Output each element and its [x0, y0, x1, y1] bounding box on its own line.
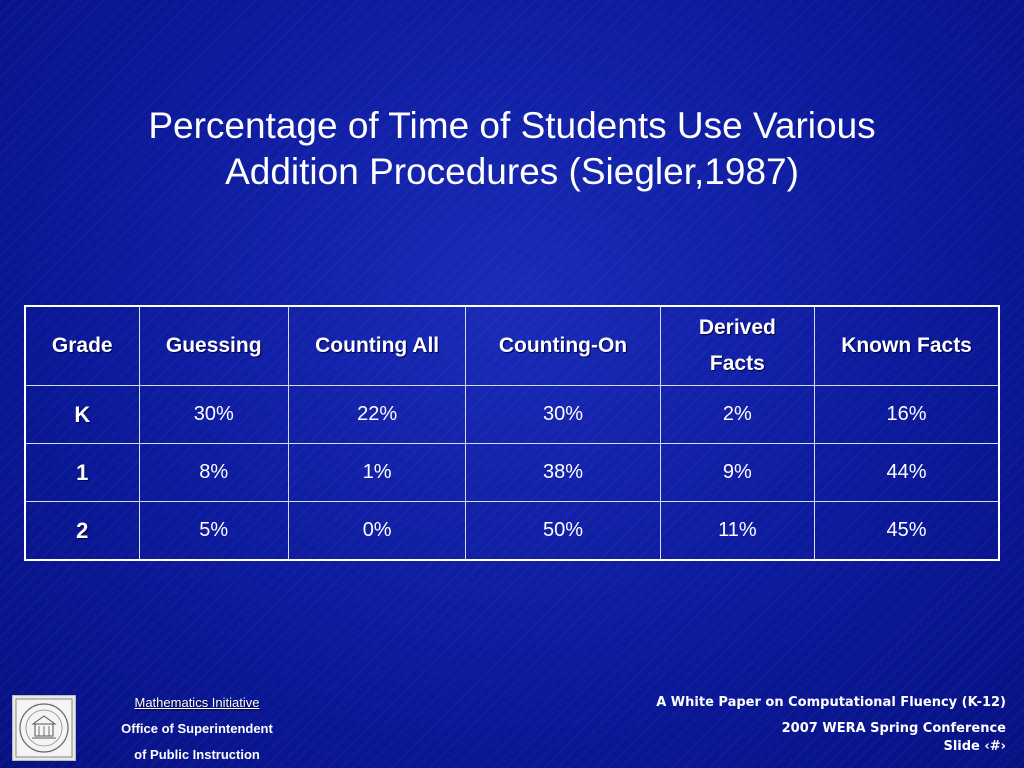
cell-derived-facts: 2%	[659, 385, 816, 444]
grade-cell: 2	[24, 501, 140, 561]
table-row: K 30% 22% 30% 2% 16%	[24, 385, 1000, 444]
footer-instruction: of Public Instruction	[134, 747, 260, 762]
procedures-table: Grade Guessing Counting All Counting-On …	[24, 305, 1000, 561]
header-guessing: Guessing	[138, 305, 289, 386]
header-counting-all: Counting All	[287, 305, 467, 386]
footer-left: Mathematics Initiative Office of Superin…	[92, 692, 302, 768]
table-row: 2 5% 0% 50% 11% 45%	[24, 501, 1000, 561]
cell-guessing: 30%	[138, 385, 289, 444]
footer-right: A White Paper on Computational Fluency (…	[486, 692, 1006, 756]
slide-title-line-2: Addition Procedures (Siegler,1987)	[225, 151, 799, 192]
cell-counting-on: 30%	[465, 385, 661, 444]
header-known-facts: Known Facts	[814, 305, 1000, 386]
cell-known-facts: 45%	[814, 501, 1000, 561]
header-grade: Grade	[24, 305, 140, 386]
state-seal-icon	[12, 695, 76, 761]
footer-initiative: Mathematics Initiative	[134, 695, 260, 710]
footer-conference: 2007 WERA Spring Conference	[781, 721, 1006, 736]
footer-paper-title: A White Paper on Computational Fluency (…	[656, 695, 1006, 710]
cell-known-facts: 16%	[814, 385, 1000, 444]
cell-derived-facts: 11%	[659, 501, 816, 561]
header-derived-facts-line-1: Derived	[698, 316, 776, 339]
cell-known-facts: 44%	[814, 443, 1000, 502]
grade-cell: 1	[24, 443, 140, 502]
table-row: 1 8% 1% 38% 9% 44%	[24, 443, 1000, 502]
cell-guessing: 8%	[138, 443, 289, 502]
cell-counting-on: 50%	[465, 501, 661, 561]
cell-counting-all: 22%	[287, 385, 467, 444]
cell-counting-all: 0%	[287, 501, 467, 561]
slide-title: Percentage of Time of Students Use Vario…	[60, 103, 964, 195]
table-header-row: Grade Guessing Counting All Counting-On …	[24, 305, 1000, 386]
header-derived-facts-line-2: Facts	[709, 352, 765, 375]
cell-derived-facts: 9%	[659, 443, 816, 502]
footer-office: Office of Superintendent	[121, 721, 273, 736]
header-counting-on: Counting-On	[465, 305, 661, 386]
header-derived-facts: Derived Facts	[659, 305, 816, 386]
cell-counting-all: 1%	[287, 443, 467, 502]
footer-slide-number: Slide ‹#›	[943, 739, 1006, 754]
cell-guessing: 5%	[138, 501, 289, 561]
slide-title-line-1: Percentage of Time of Students Use Vario…	[148, 105, 876, 146]
state-seal-icon-graphic	[15, 698, 73, 758]
cell-counting-on: 38%	[465, 443, 661, 502]
grade-cell: K	[24, 385, 140, 444]
